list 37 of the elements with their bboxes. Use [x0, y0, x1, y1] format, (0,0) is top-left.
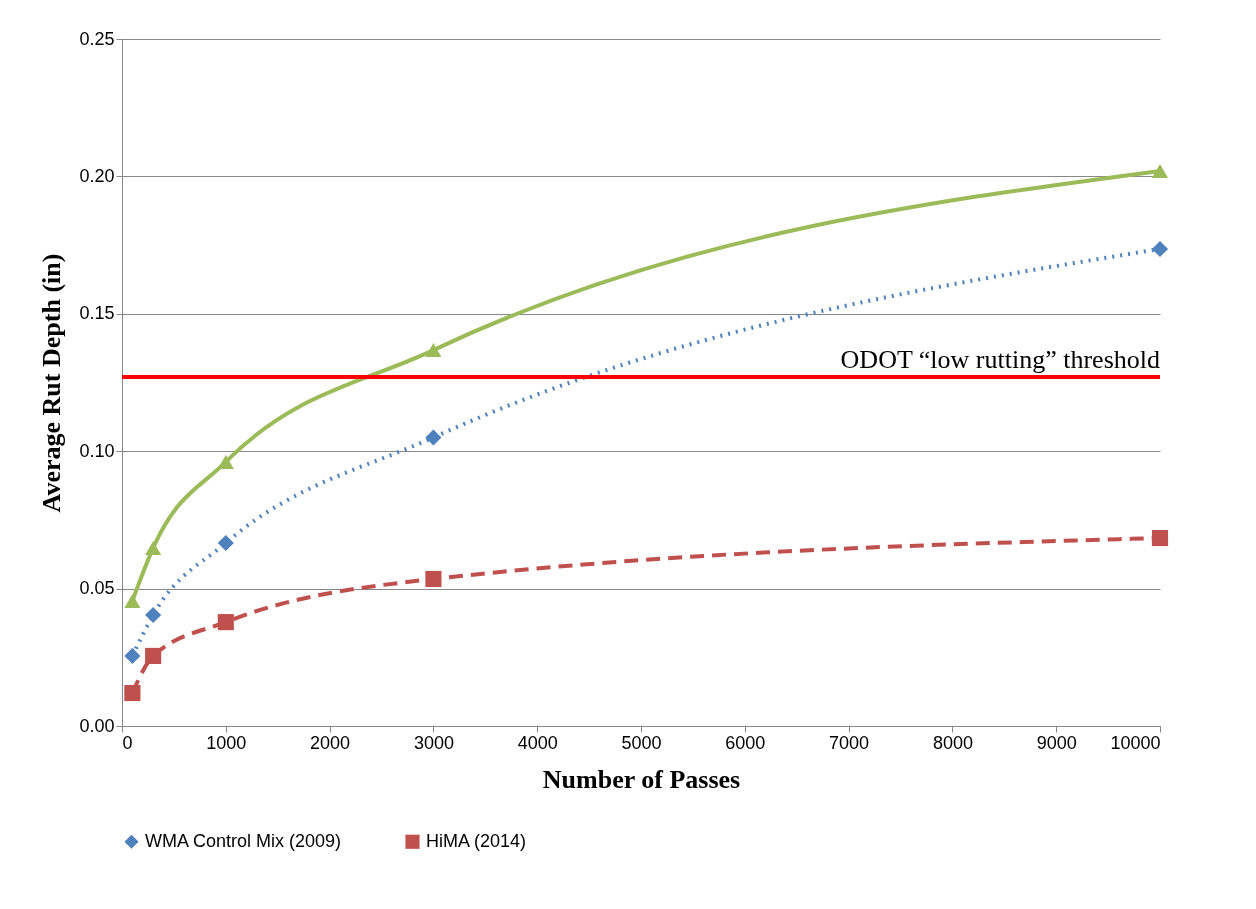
y-tick-label: 0.15 [79, 303, 115, 324]
point [425, 343, 442, 358]
y-tick-label: 0.05 [79, 578, 115, 599]
y-tick-label: 0.20 [79, 165, 115, 186]
y-tick-label: 0.25 [79, 28, 115, 49]
point [1151, 240, 1169, 258]
point [1151, 163, 1169, 178]
x-tick-label: 5000 [621, 732, 662, 753]
point [217, 534, 234, 552]
y-tick-label: 0.10 [79, 440, 115, 461]
x-tick-label: 1000 [206, 732, 247, 753]
point [124, 647, 141, 664]
point [1151, 529, 1169, 547]
point [145, 647, 162, 664]
x-tick-label: 0 [122, 732, 133, 753]
legend-label: WMA Control Mix (2009) [145, 830, 342, 851]
point [124, 593, 141, 608]
x-axis-title: Number of Passes [542, 764, 741, 794]
point [145, 606, 162, 624]
x-tick-label: 6000 [725, 732, 766, 753]
x-tick-label: 9000 [1036, 732, 1077, 753]
point [425, 570, 442, 588]
x-tick-label: 7000 [829, 732, 870, 753]
point [124, 684, 141, 702]
point [217, 614, 234, 631]
ref-line-label: ODOT “low rutting” threshold [840, 345, 1160, 374]
x-tick-label: 3000 [413, 732, 454, 753]
point [425, 429, 442, 446]
legend-label: HiMA (2014) [426, 830, 527, 851]
y-axis-title: Average Rut Depth (in) [37, 253, 67, 513]
x-tick-label: 8000 [932, 732, 973, 753]
point [145, 540, 162, 555]
x-tick-label: 10000 [1110, 732, 1161, 753]
x-tick-label: 4000 [517, 732, 558, 753]
x-tick-label: 2000 [310, 732, 351, 753]
point [217, 454, 234, 469]
y-tick-label: 0.00 [79, 715, 115, 736]
